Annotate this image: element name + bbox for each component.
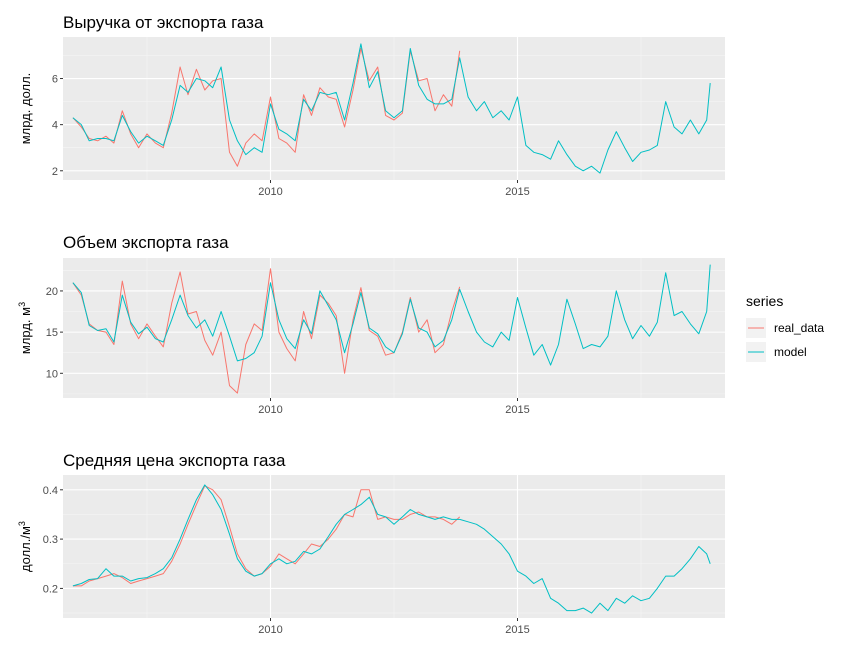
x-tick-label: 2015 bbox=[505, 624, 529, 636]
y-axis-title: долл./м3 bbox=[17, 521, 33, 572]
series-line-real-data bbox=[72, 48, 461, 167]
series-line-real-data bbox=[72, 485, 461, 587]
x-tick-label: 2010 bbox=[258, 404, 282, 416]
x-tick-label: 2010 bbox=[258, 186, 282, 198]
legend-title: series bbox=[746, 293, 783, 309]
y-tick-label: 10 bbox=[46, 368, 58, 380]
y-tick-label: 4 bbox=[52, 120, 58, 132]
panel-2: 2010 2015 10 15 20 Объем экспорта газа млрд. м… bbox=[17, 233, 725, 416]
legend-label-model: model bbox=[774, 345, 807, 359]
legend-label-real-data: real_data bbox=[774, 321, 824, 335]
y-tick-label: 0.2 bbox=[43, 583, 58, 595]
x-tick-label: 2015 bbox=[505, 404, 529, 416]
x-tick-label: 2015 bbox=[505, 186, 529, 198]
y-tick-label: 0.3 bbox=[43, 534, 58, 546]
legend: series real_data model bbox=[746, 293, 824, 362]
panel-3: 2010 2015 0.2 0.3 0.4 Средняя цена экспорта г… bbox=[17, 451, 725, 636]
panel-1: 2010 2015 2 4 6 Выручка от экспорта газа млрд.… bbox=[18, 13, 725, 198]
y-tick-label: 2 bbox=[52, 166, 58, 178]
panel-title: Средняя цена экспорта газа bbox=[63, 451, 286, 470]
y-tick-label: 15 bbox=[46, 327, 58, 339]
panel-title: Объем экспорта газа bbox=[63, 233, 229, 252]
y-axis-title: млрд. долл. bbox=[18, 73, 33, 145]
series-line-model bbox=[72, 484, 711, 614]
y-tick-label: 20 bbox=[46, 286, 58, 298]
series-line-model bbox=[72, 264, 711, 366]
x-tick-label: 2010 bbox=[258, 624, 282, 636]
y-tick-label: 0.4 bbox=[43, 485, 58, 497]
y-axis-title: млрд. м3 bbox=[17, 302, 33, 354]
panel-title: Выручка от экспорта газа bbox=[63, 13, 264, 32]
series-line-model bbox=[72, 43, 711, 174]
y-tick-label: 6 bbox=[52, 74, 58, 86]
